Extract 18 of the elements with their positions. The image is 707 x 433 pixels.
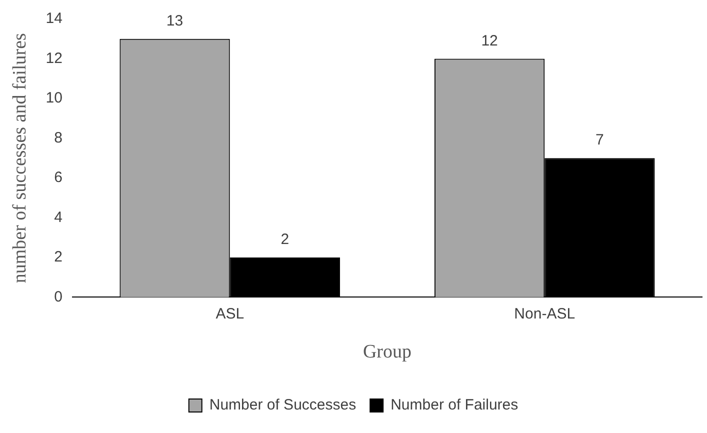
y-tick-label: 12: [46, 50, 62, 67]
x-tick-label: Non-ASL: [514, 305, 576, 322]
data-label: 7: [596, 132, 604, 149]
y-tick-label: 10: [46, 90, 62, 107]
y-axis-title: number of successes and failures: [9, 33, 30, 284]
y-tick-label: 4: [54, 208, 62, 226]
y-tick-label: 14: [46, 10, 62, 28]
y-tick-label: 8: [54, 129, 62, 146]
legend-label: Number of Successes: [209, 396, 356, 414]
data-label: 13: [166, 12, 184, 30]
y-tick-label: 2: [54, 248, 62, 266]
data-label: 12: [481, 32, 498, 50]
data-label: 2: [280, 231, 290, 248]
y-tick-label: 6: [54, 169, 62, 186]
legend-label: Number of Failures: [390, 396, 518, 414]
x-tick-label: ASL: [216, 305, 244, 322]
y-tick-label: 0: [54, 288, 62, 306]
x-axis-title: Group: [362, 342, 412, 363]
